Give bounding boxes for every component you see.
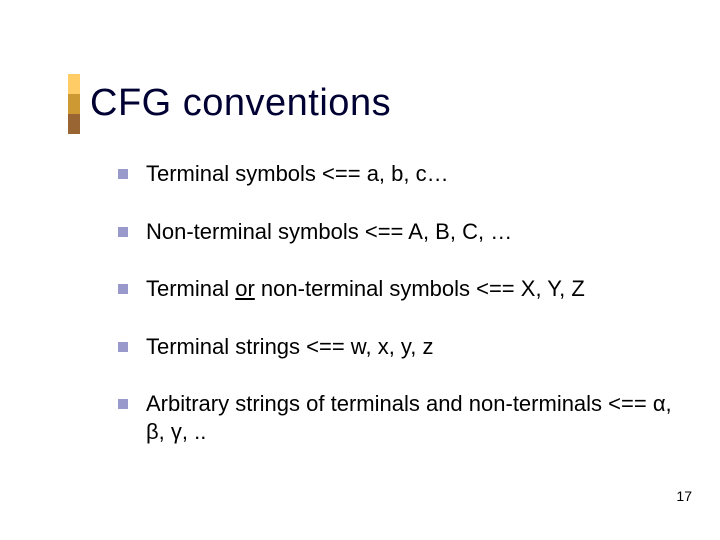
bullet-icon	[118, 342, 128, 352]
bullet-item: Terminal symbols <== a, b, c…	[118, 160, 680, 188]
page-number: 17	[676, 488, 692, 504]
accent-segment-bottom	[68, 114, 80, 134]
bullet-item: Terminal strings <== w, x, y, z	[118, 333, 680, 361]
bullet-icon	[118, 169, 128, 179]
bullet-text-pre: Terminal	[146, 276, 235, 301]
bullet-icon	[118, 399, 128, 409]
bullet-item: Arbitrary strings of terminals and non-t…	[118, 390, 680, 445]
bullet-icon	[118, 227, 128, 237]
title-accent-bar	[68, 74, 80, 134]
bullet-text: Terminal symbols <== a, b, c…	[146, 160, 680, 188]
bullet-text: Arbitrary strings of terminals and non-t…	[146, 390, 680, 445]
bullet-icon	[118, 284, 128, 294]
bullet-text: Terminal strings <== w, x, y, z	[146, 333, 680, 361]
bullet-text: Terminal or non-terminal symbols <== X, …	[146, 275, 680, 303]
accent-segment-top	[68, 74, 80, 94]
bullet-text: Non-terminal symbols <== A, B, C, …	[146, 218, 680, 246]
accent-segment-middle	[68, 94, 80, 114]
bullet-text-post: non-terminal symbols <== X, Y, Z	[255, 276, 585, 301]
bullet-item: Non-terminal symbols <== A, B, C, …	[118, 218, 680, 246]
slide-title: CFG conventions	[90, 82, 391, 125]
bullet-item: Terminal or non-terminal symbols <== X, …	[118, 275, 680, 303]
bullet-text-underlined: or	[235, 276, 255, 301]
bullet-list: Terminal symbols <== a, b, c… Non-termin…	[118, 160, 680, 445]
